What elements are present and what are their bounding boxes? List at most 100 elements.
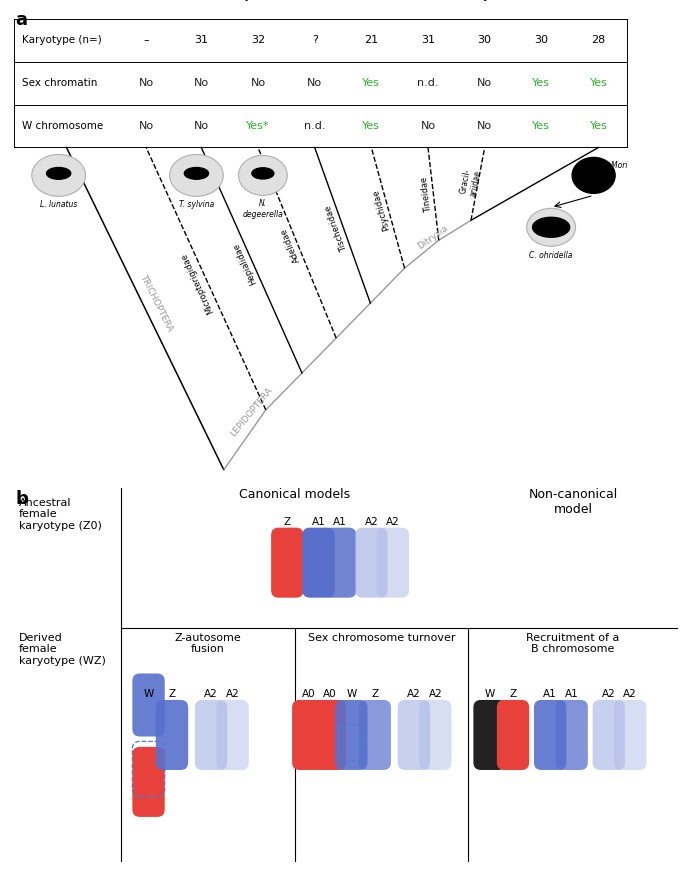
Ellipse shape	[32, 154, 86, 196]
Text: A2: A2	[407, 690, 421, 699]
Text: A0: A0	[301, 690, 315, 699]
Text: L. lunatus: L. lunatus	[40, 200, 77, 209]
Text: A0: A0	[323, 690, 336, 699]
Text: A1: A1	[333, 517, 347, 527]
Ellipse shape	[252, 168, 274, 179]
Text: Yes: Yes	[532, 78, 550, 88]
Text: Yes: Yes	[362, 78, 380, 88]
Text: A1: A1	[564, 690, 579, 699]
Text: n.d.: n.d.	[417, 78, 439, 88]
Text: W: W	[484, 690, 495, 699]
Text: No: No	[477, 78, 493, 88]
Text: 21: 21	[364, 35, 378, 45]
Text: A2: A2	[364, 517, 378, 527]
Text: Z: Z	[371, 690, 378, 699]
Text: Recruitment of a
B chromosome: Recruitment of a B chromosome	[526, 632, 620, 654]
FancyBboxPatch shape	[314, 700, 346, 770]
Text: Ancestral
female
karyotype (Z0): Ancestral female karyotype (Z0)	[18, 497, 101, 531]
Text: No: No	[421, 121, 436, 131]
Text: No: No	[307, 78, 322, 88]
FancyBboxPatch shape	[419, 700, 451, 770]
Text: Z: Z	[510, 690, 516, 699]
Text: LEPIDOPTERA: LEPIDOPTERA	[229, 386, 275, 438]
Text: n.d.: n.d.	[304, 121, 325, 131]
Text: A1: A1	[543, 690, 557, 699]
FancyBboxPatch shape	[132, 673, 164, 737]
Text: No: No	[477, 121, 493, 131]
Text: Canonical models: Canonical models	[239, 488, 350, 501]
Text: A2: A2	[428, 690, 443, 699]
Text: No: No	[138, 78, 153, 88]
FancyBboxPatch shape	[324, 528, 356, 598]
Text: W: W	[346, 690, 356, 699]
Text: Z: Z	[284, 517, 291, 527]
FancyBboxPatch shape	[614, 700, 647, 770]
Text: Ditrysia: Ditrysia	[416, 224, 450, 252]
Text: Sex chromosome turnover: Sex chromosome turnover	[308, 632, 455, 643]
Text: 31: 31	[195, 35, 208, 45]
Text: No: No	[138, 121, 153, 131]
Text: No: No	[251, 78, 266, 88]
Text: Non-canonical
model: Non-canonical model	[529, 488, 618, 516]
FancyBboxPatch shape	[302, 528, 335, 598]
Ellipse shape	[47, 167, 71, 179]
Text: Yes: Yes	[590, 121, 608, 131]
Text: –: –	[143, 35, 149, 45]
Text: Z-autosome
fusion: Z-autosome fusion	[175, 632, 241, 654]
Ellipse shape	[170, 154, 223, 196]
Ellipse shape	[572, 158, 615, 193]
Ellipse shape	[527, 208, 575, 246]
Text: Z: Z	[169, 690, 175, 699]
Text: 30: 30	[534, 35, 549, 45]
Text: ?: ?	[312, 35, 318, 45]
FancyBboxPatch shape	[355, 528, 388, 598]
Text: N.
degeerella: N. degeerella	[242, 199, 283, 219]
Text: Karyotype (n=): Karyotype (n=)	[21, 35, 101, 45]
Text: Adelidae: Adelidae	[279, 226, 302, 264]
Ellipse shape	[238, 155, 287, 195]
FancyBboxPatch shape	[534, 700, 566, 770]
Text: W: W	[143, 690, 153, 699]
Text: No: No	[194, 121, 209, 131]
Text: Yes: Yes	[362, 121, 380, 131]
FancyBboxPatch shape	[358, 700, 391, 770]
Text: 31: 31	[421, 35, 435, 45]
Text: A2: A2	[225, 690, 240, 699]
Text: B. Mori: B. Mori	[601, 161, 628, 171]
Text: A2: A2	[602, 690, 616, 699]
FancyBboxPatch shape	[398, 700, 430, 770]
FancyBboxPatch shape	[593, 700, 625, 770]
Text: 32: 32	[251, 35, 265, 45]
Text: Derived
female
karyotype (WZ): Derived female karyotype (WZ)	[18, 632, 105, 665]
Text: W chromosome: W chromosome	[21, 121, 103, 131]
Text: 28: 28	[591, 35, 606, 45]
Text: Yes*: Yes*	[246, 121, 270, 131]
Text: T. sylvina: T. sylvina	[179, 200, 214, 209]
FancyBboxPatch shape	[556, 700, 588, 770]
Text: a: a	[16, 10, 27, 29]
Text: b: b	[16, 490, 29, 508]
Text: 30: 30	[477, 35, 492, 45]
Text: Psychidae: Psychidae	[371, 188, 391, 232]
FancyBboxPatch shape	[377, 528, 409, 598]
Text: Hepialidae: Hepialidae	[231, 241, 258, 286]
Text: A1: A1	[312, 517, 325, 527]
FancyBboxPatch shape	[497, 700, 530, 770]
Text: Yes: Yes	[532, 121, 550, 131]
FancyBboxPatch shape	[335, 700, 367, 770]
FancyBboxPatch shape	[195, 700, 227, 770]
FancyBboxPatch shape	[155, 700, 188, 770]
Text: C. ohridella: C. ohridella	[530, 251, 573, 260]
Text: Micropterigidae: Micropterigidae	[179, 251, 215, 314]
Ellipse shape	[532, 217, 570, 237]
Text: No: No	[194, 78, 209, 88]
Ellipse shape	[184, 167, 208, 179]
FancyBboxPatch shape	[271, 528, 303, 598]
Text: Tineidaе: Tineidaе	[420, 176, 433, 213]
Text: TRICHOPTERA: TRICHOPTERA	[138, 273, 175, 333]
FancyBboxPatch shape	[216, 700, 249, 770]
Text: A2: A2	[386, 517, 400, 527]
Text: Yes: Yes	[590, 78, 608, 88]
Text: Tischeridae: Tischeridae	[323, 204, 349, 252]
Text: A2: A2	[623, 690, 637, 699]
